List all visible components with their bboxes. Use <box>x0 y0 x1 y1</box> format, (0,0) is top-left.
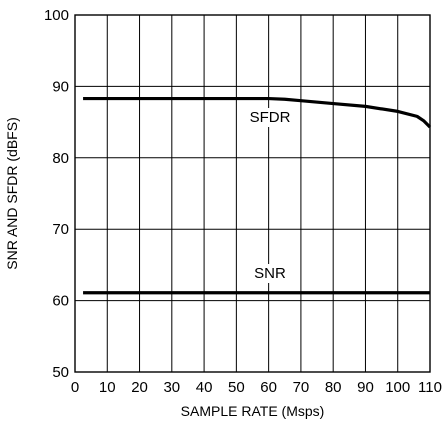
y-tick-label: 50 <box>52 364 69 381</box>
y-tick-label: 60 <box>52 293 69 310</box>
x-tick-label: 110 <box>418 379 442 396</box>
y-tick-label: 100 <box>44 7 69 24</box>
series-layer: SFDR SNR <box>83 96 432 295</box>
y-tick-label: 80 <box>52 150 69 167</box>
x-tick-label: 10 <box>99 379 116 396</box>
plot-frame <box>74 14 431 373</box>
x-tick-label: 90 <box>357 379 374 396</box>
series-label-bg-sfdr <box>248 108 292 127</box>
x-tick-labels: 0 10 20 30 40 50 60 70 80 90 100 110 <box>71 379 442 396</box>
x-tick-label: 100 <box>385 379 410 396</box>
series-line-sfdr <box>83 96 432 129</box>
x-tick-label: 50 <box>228 379 245 396</box>
x-tick-label: 20 <box>131 379 148 396</box>
x-axis-title: SAMPLE RATE (Msps) <box>181 403 325 419</box>
x-tick-label: 60 <box>260 379 277 396</box>
y-tick-labels: 50 60 70 80 90 100 <box>44 7 69 381</box>
y-tick-label: 70 <box>52 221 69 238</box>
grid-lines <box>75 15 430 372</box>
x-tick-label: 0 <box>71 379 79 396</box>
x-tick-label: 40 <box>196 379 213 396</box>
x-tick-label: 70 <box>293 379 310 396</box>
y-axis-title: SNR AND SFDR (dBFS) <box>4 117 20 269</box>
x-tick-label: 30 <box>163 379 180 396</box>
series-label-sfdr: SFDR <box>250 109 291 126</box>
series-label-bg-snr <box>248 264 292 283</box>
series-label-snr: SNR <box>254 265 286 282</box>
x-tick-label: 80 <box>325 379 342 396</box>
y-tick-label: 90 <box>52 78 69 95</box>
